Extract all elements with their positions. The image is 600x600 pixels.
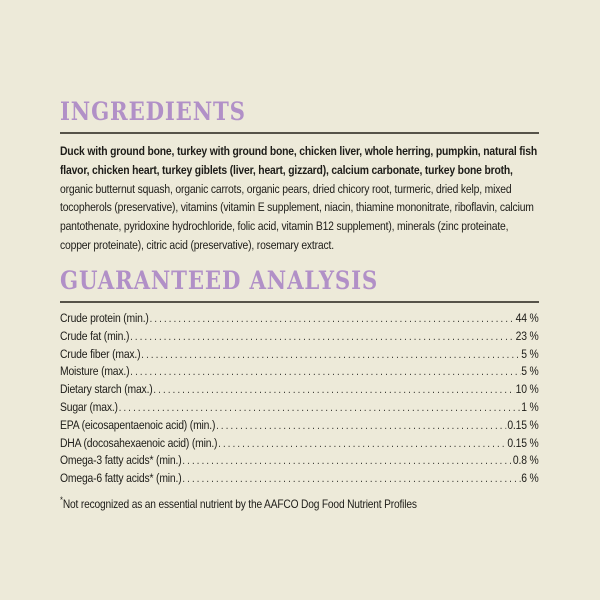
ingredients-text: Duck with ground bone, turkey with groun…: [60, 142, 539, 255]
ingredients-rule: [60, 132, 539, 134]
analysis-row-label: Crude protein (min.): [60, 311, 149, 325]
analysis-row-leader: [119, 400, 521, 418]
analysis-row-leader: [150, 311, 515, 329]
analysis-row-leader: [182, 471, 520, 489]
analysis-row-value: 5 %: [521, 346, 539, 361]
analysis-row-leader: [216, 418, 506, 436]
analysis-row: Omega-3 fatty acids* (min.) 0.8 %: [60, 452, 539, 470]
analysis-row: Dietary starch (max.) 10 %: [60, 381, 539, 399]
ingredients-bold-text: Duck with ground bone, turkey with groun…: [60, 144, 538, 177]
ingredients-regular-text: organic butternut squash, organic carrot…: [60, 181, 534, 252]
analysis-row: Omega-6 fatty acids* (min.) 6 %: [60, 470, 539, 488]
analysis-row: Crude fiber (max.) 5 %: [60, 346, 539, 364]
analysis-row-value: 1 %: [521, 399, 539, 414]
analysis-row-value: 10 %: [515, 382, 539, 397]
analysis-row-label: EPA (eicosapentaenoic acid) (min.): [60, 417, 216, 432]
analysis-row: Crude fat (min.) 23 %: [60, 328, 539, 346]
footnote-asterisk: *: [60, 494, 63, 505]
analysis-row-label: Dietary starch (max.): [60, 382, 153, 397]
analysis-row: DHA (docosahexaenoic acid) (min.) 0.15 %: [60, 435, 539, 453]
analysis-row-leader: [130, 364, 520, 382]
footnote-text: Not recognized as an essential nutrient …: [62, 496, 417, 511]
analysis-row-label: Moisture (max.): [60, 364, 130, 379]
analysis-row-label: Crude fat (min.): [60, 328, 130, 343]
analysis-row-value: 5 %: [521, 364, 539, 379]
analysis-row-label: DHA (docosahexaenoic acid) (min.): [60, 435, 218, 450]
guaranteed-analysis-title: GUARANTEED ANALYSIS: [60, 266, 379, 295]
analysis-row-label: Crude fiber (max.): [60, 346, 141, 361]
analysis-row-leader: [153, 382, 514, 400]
analysis-row: Crude protein (min.) 44 %: [60, 310, 539, 328]
analysis-row-label: Omega-6 fatty acids* (min.): [60, 471, 182, 486]
analysis-row-label: Omega-3 fatty acids* (min.): [60, 453, 182, 468]
guaranteed-analysis-section: GUARANTEED ANALYSIS Crude protein (min.)…: [60, 268, 539, 524]
analysis-row: Sugar (max.) 1 %: [60, 399, 539, 417]
analysis-row: EPA (eicosapentaenoic acid) (min.) 0.15 …: [60, 417, 539, 435]
analysis-row-leader: [182, 453, 512, 471]
analysis-row-leader: [141, 347, 520, 365]
analysis-row-value: 44 %: [515, 311, 539, 325]
ingredients-section: INGREDIENTS Duck with ground bone, turke…: [60, 99, 539, 267]
aafco-footnote: *Not recognized as an essential nutrient…: [60, 494, 539, 512]
analysis-row-label: Sugar (max.): [60, 399, 118, 414]
guaranteed-analysis-table: Crude protein (min.) 44 % Crude fat (min…: [60, 310, 539, 488]
analysis-row-leader: [218, 436, 506, 454]
analysis-row-value: 23 %: [515, 328, 539, 343]
analysis-row-value: 0.15 %: [507, 417, 539, 432]
analysis-row-value: 6 %: [521, 471, 539, 486]
analysis-row: Moisture (max.) 5 %: [60, 363, 539, 381]
analysis-row-value: 0.8 %: [512, 453, 539, 468]
guaranteed-analysis-rule: [60, 301, 539, 303]
analysis-row-value: 0.15 %: [507, 435, 539, 450]
ingredients-title: INGREDIENTS: [60, 97, 246, 126]
analysis-row-leader: [130, 329, 515, 347]
